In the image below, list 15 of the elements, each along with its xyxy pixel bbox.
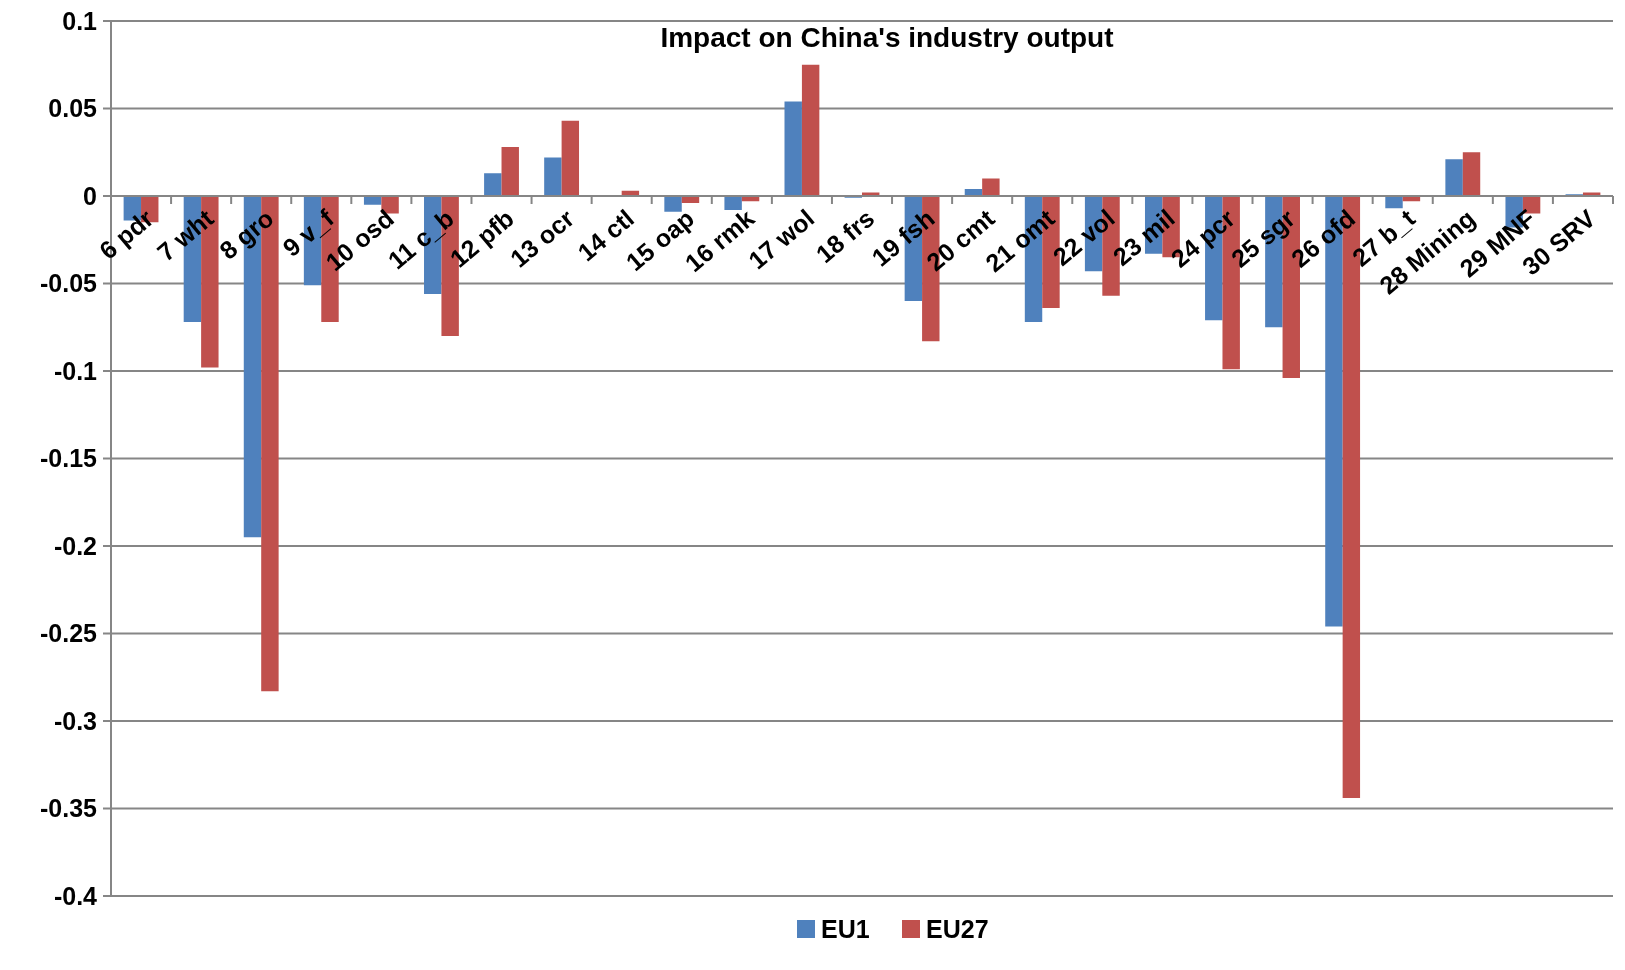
y-tick-label: -0.25	[40, 619, 98, 648]
y-tick-label: -0.15	[40, 444, 98, 473]
y-tick-label: -0.1	[53, 356, 98, 385]
y-tick-label: -0.05	[40, 269, 98, 298]
y-tick-label: 0.1	[62, 6, 98, 35]
y-tick-label: -0.2	[53, 531, 97, 560]
legend-label: EU27	[926, 914, 989, 943]
y-tick-label: -0.35	[40, 794, 98, 823]
chart-title: Impact on China's industry output	[660, 22, 1114, 53]
y-tick-label: -0.4	[53, 881, 98, 910]
y-tick-label: 0	[83, 181, 97, 210]
y-tick-label: -0.3	[53, 706, 97, 735]
legend-label: EU1	[821, 914, 870, 943]
y-tick-label: 0.05	[48, 94, 98, 123]
x-tick-label: 7 wht	[151, 203, 220, 267]
